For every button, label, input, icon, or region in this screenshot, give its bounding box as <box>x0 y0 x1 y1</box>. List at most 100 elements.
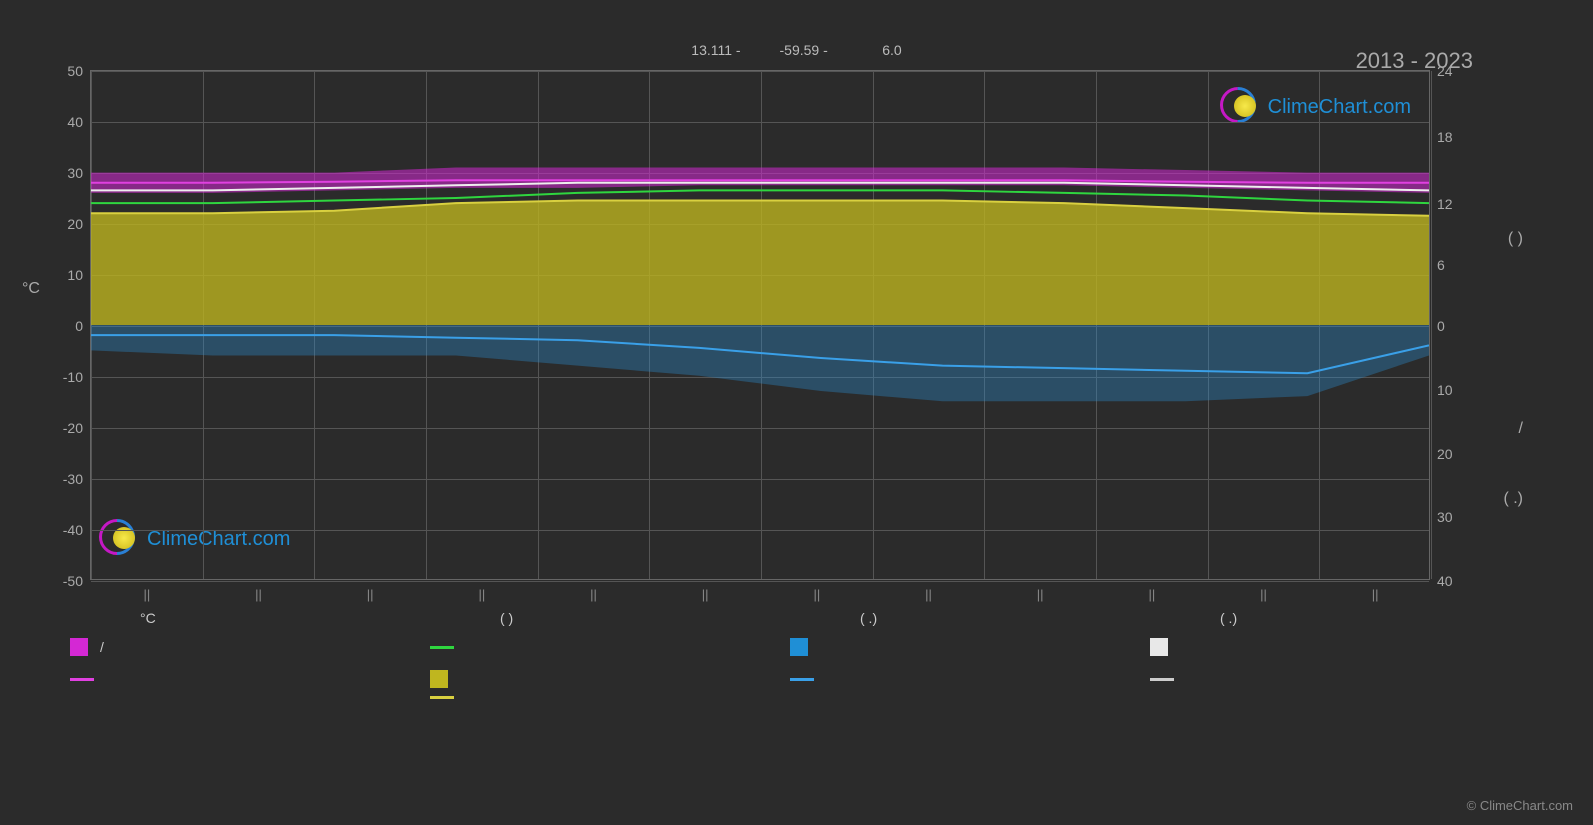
gridline-horizontal <box>91 428 1429 429</box>
gridline-vertical <box>426 71 427 579</box>
longitude: -59.59 - <box>780 42 828 58</box>
legend-row <box>70 670 1510 688</box>
right-y-tick: 30 <box>1437 509 1467 525</box>
x-tick: || <box>590 587 597 602</box>
left-y-tick: 30 <box>43 165 83 181</box>
left-y-tick: -40 <box>43 522 83 538</box>
left-y-tick: -10 <box>43 369 83 385</box>
legend-header: ( .) <box>1150 610 1510 626</box>
right-y-tick: 0 <box>1437 318 1467 334</box>
legend-swatch <box>430 696 454 699</box>
gridline-horizontal <box>91 581 1429 582</box>
gridline-vertical <box>1319 71 1320 579</box>
left-y-tick: 40 <box>43 114 83 130</box>
left-axis-label: °C <box>22 280 40 298</box>
header-coordinates: 13.111 - -59.59 - 6.0 <box>0 42 1593 58</box>
legend-swatch <box>790 638 808 656</box>
legend-swatch <box>70 678 94 681</box>
legend-item: / <box>70 638 430 656</box>
altitude: 6.0 <box>882 42 901 58</box>
x-tick: || <box>1260 587 1267 602</box>
gridline-horizontal <box>91 530 1429 531</box>
left-y-tick: -20 <box>43 420 83 436</box>
gridline-horizontal <box>91 275 1429 276</box>
right-y-tick: 6 <box>1437 257 1467 273</box>
x-tick: || <box>925 587 932 602</box>
gridline-vertical <box>538 71 539 579</box>
climate-chart: ClimeChart.com ClimeChart.com ||||||||||… <box>90 70 1430 580</box>
gridline-horizontal <box>91 71 1429 72</box>
gridline-vertical <box>984 71 985 579</box>
legend-item <box>790 670 1150 688</box>
legend-swatch <box>430 670 448 688</box>
gridline-horizontal <box>91 173 1429 174</box>
gridline-vertical <box>1208 71 1209 579</box>
legend-header: ( .) <box>790 610 1150 626</box>
watermark-text: ClimeChart.com <box>1268 96 1411 119</box>
gridline-vertical <box>873 71 874 579</box>
legend-row <box>70 696 1510 699</box>
legend-swatch <box>790 678 814 681</box>
series-band <box>91 325 1429 401</box>
legend: °C ( ) ( .) ( .) / <box>70 610 1510 707</box>
x-tick: || <box>702 587 709 602</box>
gridline-vertical <box>91 71 92 579</box>
legend-item <box>70 696 430 699</box>
series-band <box>91 168 1429 193</box>
series-line <box>91 190 1429 203</box>
left-y-tick: -50 <box>43 573 83 589</box>
left-y-tick: -30 <box>43 471 83 487</box>
right-axis-symbol: / <box>1519 420 1523 438</box>
x-tick: || <box>1037 587 1044 602</box>
right-y-tick: 40 <box>1437 573 1467 589</box>
gridline-vertical <box>314 71 315 579</box>
x-tick: || <box>255 587 262 602</box>
left-y-tick: 0 <box>43 318 83 334</box>
legend-swatch <box>1150 638 1168 656</box>
x-tick: || <box>1372 587 1379 602</box>
legend-item <box>1150 638 1510 656</box>
legend-swatch <box>430 646 454 649</box>
right-y-tick: 18 <box>1437 129 1467 145</box>
legend-swatch <box>70 638 88 656</box>
series-line <box>91 201 1429 216</box>
gridline-horizontal <box>91 326 1429 327</box>
x-tick: || <box>143 587 150 602</box>
logo-icon <box>99 519 139 559</box>
legend-item <box>790 696 1150 699</box>
gridline-vertical <box>203 71 204 579</box>
x-tick: || <box>1148 587 1155 602</box>
legend-item <box>430 670 790 688</box>
series-line <box>91 335 1429 373</box>
gridline-vertical <box>1431 71 1432 579</box>
gridline-horizontal <box>91 122 1429 123</box>
right-y-tick: 10 <box>1437 382 1467 398</box>
gridline-vertical <box>761 71 762 579</box>
gridline-horizontal <box>91 479 1429 480</box>
logo-icon <box>1220 87 1260 127</box>
right-axis-symbol: ( ) <box>1508 230 1523 248</box>
legend-item <box>430 696 790 699</box>
series-band <box>91 201 1429 325</box>
legend-item <box>430 638 790 656</box>
legend-swatch <box>1150 678 1174 681</box>
series-line <box>91 180 1429 183</box>
series-line <box>91 183 1429 191</box>
left-y-tick: 10 <box>43 267 83 283</box>
gridline-horizontal <box>91 224 1429 225</box>
legend-header: °C <box>70 610 430 626</box>
x-tick: || <box>813 587 820 602</box>
right-y-tick: 20 <box>1437 446 1467 462</box>
left-y-tick: 20 <box>43 216 83 232</box>
watermark-bottom: ClimeChart.com <box>99 519 290 559</box>
legend-header-row: °C ( ) ( .) ( .) <box>70 610 1510 638</box>
legend-header: ( ) <box>430 610 790 626</box>
x-tick: || <box>367 587 374 602</box>
legend-item <box>1150 670 1510 688</box>
right-y-tick: 12 <box>1437 196 1467 212</box>
gridline-horizontal <box>91 377 1429 378</box>
gridline-vertical <box>1096 71 1097 579</box>
x-tick: || <box>478 587 485 602</box>
legend-item <box>70 670 430 688</box>
right-axis-symbol: ( .) <box>1503 490 1523 508</box>
